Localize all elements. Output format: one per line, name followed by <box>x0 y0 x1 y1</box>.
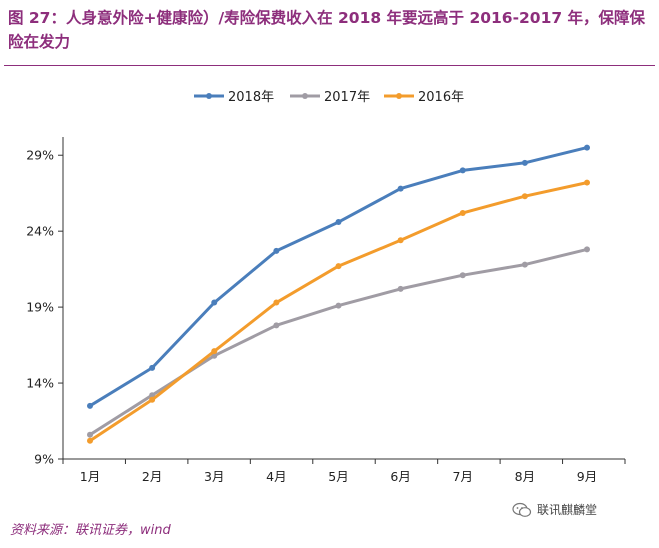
x-tick-label: 6月 <box>390 469 410 484</box>
legend-marker-2017 <box>302 93 308 99</box>
data-point-2016 <box>211 348 218 355</box>
x-axis-ticks: 1月 2月 3月 4月 5月 6月 7月 8月 9月 <box>62 459 626 484</box>
y-tick-label: 29% <box>26 148 54 163</box>
y-tick-label: 9% <box>34 452 54 467</box>
data-point-2016 <box>521 193 528 200</box>
y-axis-ticks: 9% 14% 19% 24% 29% <box>26 148 63 467</box>
y-tick-label: 19% <box>26 300 54 315</box>
chart-title: 图 27：人身意外险+健康险）/寿险保费收入在 2018 年要远高于 2016-… <box>8 9 646 51</box>
data-point-2018 <box>211 299 218 306</box>
data-point-2016 <box>459 209 466 216</box>
data-point-2017 <box>521 261 528 268</box>
chart-series <box>87 144 590 444</box>
data-point-2016 <box>87 437 93 444</box>
data-point-2017 <box>459 272 466 279</box>
title-divider <box>4 65 655 66</box>
x-tick-label: 8月 <box>515 469 535 484</box>
x-tick-label: 2月 <box>142 469 162 484</box>
y-tick-label: 24% <box>26 224 54 239</box>
chart-axes <box>62 137 625 460</box>
data-point-2018 <box>335 219 342 226</box>
data-point-2018 <box>273 247 280 254</box>
data-point-2016 <box>273 299 280 306</box>
data-point-2017 <box>87 431 93 438</box>
data-point-2018 <box>584 144 590 151</box>
series-line-2017 <box>89 247 588 436</box>
data-point-2016 <box>149 396 156 403</box>
x-tick-label: 4月 <box>266 469 286 484</box>
legend-label-2017: 2017年 <box>324 90 370 105</box>
watermark: 联讯麒麟堂 <box>512 501 597 518</box>
series-2018 <box>87 144 590 409</box>
series-2016 <box>87 179 590 444</box>
x-tick-label: 5月 <box>328 469 348 484</box>
data-point-2017 <box>335 302 342 309</box>
series-2017 <box>87 246 590 438</box>
legend-label-2018: 2018年 <box>228 90 274 105</box>
legend-item-2017: 2017年 <box>290 90 370 105</box>
chart-legend: 2018年 2017年 2016年 <box>194 90 464 105</box>
data-point-2018 <box>87 402 93 409</box>
legend-label-2016: 2016年 <box>418 90 464 105</box>
x-tick-label: 7月 <box>453 469 473 484</box>
data-point-2017 <box>273 322 280 329</box>
data-point-2016 <box>335 263 342 270</box>
data-point-2016 <box>397 237 404 244</box>
wechat-icon <box>512 502 532 517</box>
legend-item-2016: 2016年 <box>384 90 464 105</box>
data-point-2018 <box>521 159 528 166</box>
data-point-2018 <box>459 167 466 174</box>
data-point-2018 <box>397 185 404 192</box>
data-point-2018 <box>149 364 156 371</box>
x-tick-label: 9月 <box>577 469 597 484</box>
x-tick-label: 1月 <box>80 469 100 484</box>
data-point-2016 <box>584 179 590 186</box>
y-tick-label: 14% <box>26 376 54 391</box>
legend-marker-2016 <box>396 93 402 99</box>
legend-marker-2018 <box>206 93 212 99</box>
watermark-text: 联讯麒麟堂 <box>537 503 598 517</box>
source-note: 资料来源：联讯证券，wind <box>10 523 171 538</box>
series-line-2018 <box>89 146 588 408</box>
x-tick-label: 3月 <box>204 469 224 484</box>
legend-item-2018: 2018年 <box>194 90 274 105</box>
data-point-2017 <box>397 285 404 292</box>
data-point-2017 <box>584 246 590 253</box>
